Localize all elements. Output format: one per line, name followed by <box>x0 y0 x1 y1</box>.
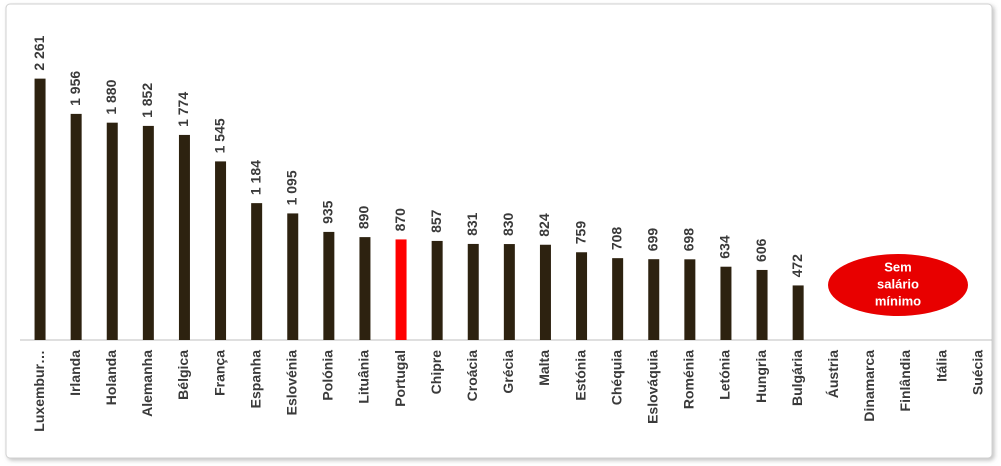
x-tick-label: Chéquia <box>608 350 624 405</box>
value-label: 2 261 <box>31 35 47 70</box>
value-label: 1 545 <box>211 118 227 153</box>
x-tick-label: Letónia <box>717 350 733 400</box>
x-tick-label: Finlândia <box>897 350 913 412</box>
x-tick-label: Alemanha <box>139 350 155 417</box>
bar <box>395 239 407 340</box>
x-tick-label: Lituânia <box>356 350 372 404</box>
x-tick-label: Portugal <box>392 350 408 407</box>
value-label: 870 <box>392 208 408 232</box>
annotation-text: salário <box>877 276 919 291</box>
x-tick-label: Suécia <box>969 350 985 395</box>
x-tick-label: Eslovénia <box>283 350 299 416</box>
x-tick-label: Polónia <box>320 350 336 401</box>
x-tick-label: Luxembur… <box>31 350 47 432</box>
bar <box>612 258 624 340</box>
value-label: 1 956 <box>67 71 83 106</box>
value-label: 1 095 <box>283 170 299 205</box>
bar <box>323 231 335 340</box>
bar <box>34 78 46 340</box>
value-label: 890 <box>356 206 372 230</box>
annotation-text: mínimo <box>875 293 921 308</box>
value-label: 698 <box>681 228 697 252</box>
bar <box>720 266 732 340</box>
bar <box>503 244 515 340</box>
x-tick-label: Hungria <box>753 350 769 403</box>
x-tick-label: Espanha <box>247 350 263 409</box>
x-tick-label: Croácia <box>464 350 480 402</box>
x-tick-label: Dinamarca <box>861 350 877 422</box>
x-tick-label: Holanda <box>103 350 119 405</box>
value-label: 708 <box>608 227 624 251</box>
annotation-text: Sem <box>884 259 911 274</box>
bar <box>178 134 190 340</box>
bar <box>792 285 804 340</box>
value-label: 634 <box>717 235 733 259</box>
x-tick-label: Irlanda <box>67 350 83 396</box>
bar <box>142 125 154 340</box>
bar <box>684 259 696 340</box>
bar <box>648 259 660 340</box>
x-tick-label: Chipre <box>428 350 444 395</box>
value-label: 857 <box>428 209 444 233</box>
bar <box>539 244 551 340</box>
x-tick-label: Bulgária <box>789 350 805 406</box>
bar <box>215 161 227 340</box>
x-tick-label: Malta <box>536 350 552 386</box>
annotation-bubble <box>828 254 968 316</box>
bar <box>359 237 371 340</box>
value-label: 830 <box>500 212 516 236</box>
bar <box>70 113 82 340</box>
bar <box>431 240 443 340</box>
value-label: 831 <box>464 212 480 236</box>
value-label: 1 880 <box>103 79 119 114</box>
value-label: 699 <box>644 228 660 252</box>
bar <box>287 213 299 340</box>
value-label: 1 774 <box>175 92 191 127</box>
bar <box>576 252 588 340</box>
x-tick-label: Itália <box>933 350 949 382</box>
x-tick-label: Estónia <box>572 350 588 401</box>
value-label: 935 <box>320 200 336 224</box>
bar <box>106 122 118 340</box>
x-tick-label: Bélgica <box>175 350 191 400</box>
bar <box>251 203 263 340</box>
value-label: 1 184 <box>247 160 263 195</box>
value-label: 606 <box>753 238 769 262</box>
value-label: 759 <box>572 221 588 245</box>
x-tick-label: França <box>211 350 227 396</box>
value-label: 1 852 <box>139 83 155 118</box>
bar <box>467 243 479 340</box>
x-tick-label: Grécia <box>500 350 516 394</box>
value-label: 824 <box>536 213 552 237</box>
x-tick-label: Áustria <box>825 350 841 398</box>
x-tick-label: Eslováquia <box>644 350 660 424</box>
value-label: 472 <box>789 254 805 278</box>
x-tick-label: Roménia <box>681 350 697 409</box>
bar <box>756 269 768 340</box>
chart-frame <box>5 3 993 459</box>
